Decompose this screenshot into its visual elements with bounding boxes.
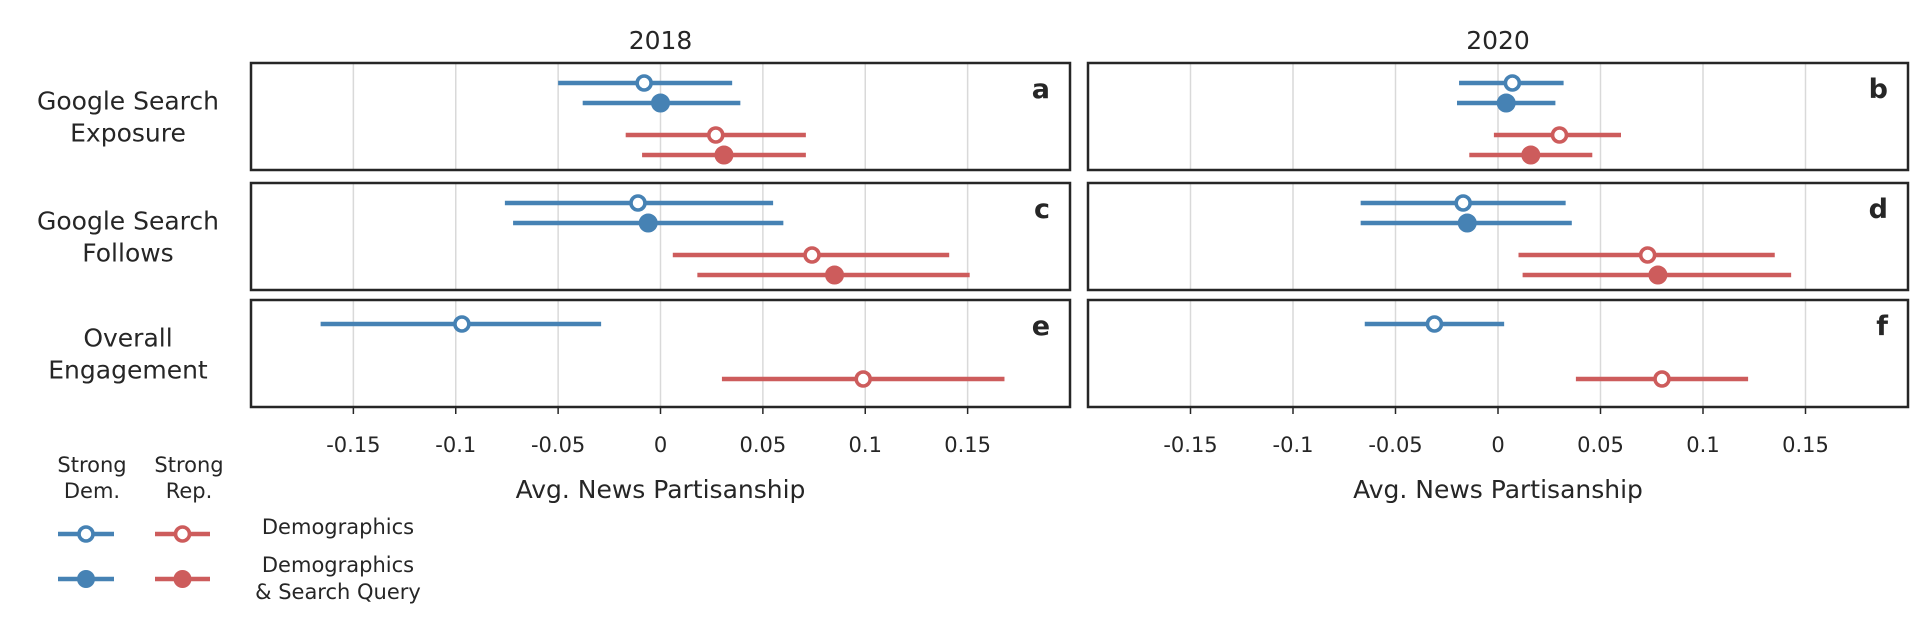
x-axis-label: Avg. News Partisanship — [1353, 475, 1643, 504]
point-rep-demographics — [854, 370, 873, 388]
legend-header: Dem. — [64, 479, 120, 503]
x-tick-label: 0.05 — [1577, 433, 1624, 457]
point-dem-demographics — [1454, 194, 1472, 212]
column-title-2020: 2020 — [1466, 26, 1530, 55]
x-tick-label: 0.15 — [1782, 433, 1829, 457]
x-tick-label: -0.15 — [1163, 433, 1217, 457]
legend-label: Demographics — [262, 515, 414, 539]
x-tick-label: -0.05 — [1368, 433, 1422, 457]
legend-header: Rep. — [166, 479, 213, 503]
panel-frame — [249, 61, 1072, 172]
x-tick-label: -0.15 — [326, 433, 380, 457]
point-rep-demographics — [706, 126, 725, 144]
row-label: Follows — [82, 239, 173, 268]
panel-letter: c — [1034, 194, 1050, 225]
x-tick-label: 0.15 — [944, 433, 991, 457]
x-tick-label: 0 — [1491, 433, 1504, 457]
panel-letter: e — [1032, 311, 1050, 342]
x-tick-label: 0.1 — [1686, 433, 1719, 457]
row-label: Google Search — [37, 87, 219, 116]
point-rep-search — [1521, 145, 1541, 165]
legend-marker-dem-demographics — [77, 525, 95, 543]
point-rep-search — [1648, 265, 1668, 285]
point-dem-search — [638, 213, 658, 233]
row-label: Google Search — [37, 207, 219, 236]
point-dem-demographics — [1503, 74, 1522, 92]
point-rep-demographics — [1638, 246, 1657, 264]
panel-letter: a — [1032, 74, 1050, 105]
legend-label: & Search Query — [255, 580, 421, 604]
x-tick-label: 0.1 — [849, 433, 882, 457]
point-dem-demographics — [1425, 315, 1444, 333]
x-axis-label: Avg. News Partisanship — [516, 475, 806, 504]
point-rep-demographics — [803, 246, 821, 264]
legend-header: Strong — [57, 453, 126, 477]
x-tick-label: 0.05 — [739, 433, 786, 457]
panel-frame — [1086, 61, 1910, 172]
column-title-2018: 2018 — [629, 26, 693, 55]
legend-marker-dem-search — [77, 570, 95, 588]
x-tick-label: -0.1 — [435, 433, 476, 457]
point-rep-demographics — [1653, 370, 1671, 388]
panel-letter: f — [1876, 311, 1888, 342]
point-dem-search — [1457, 213, 1477, 233]
panel-frame — [1086, 181, 1910, 292]
x-tick-label: -0.1 — [1273, 433, 1314, 457]
x-tick-label: 0 — [654, 433, 667, 457]
panel-letter: b — [1869, 74, 1888, 105]
row-label: Overall — [83, 324, 172, 353]
legend-label: Demographics — [262, 553, 414, 577]
row-label: Engagement — [48, 356, 208, 385]
legend-marker-rep-demographics — [173, 525, 192, 543]
point-dem-search — [1496, 93, 1516, 113]
panel-letter: d — [1869, 194, 1888, 225]
row-label: Exposure — [70, 119, 186, 148]
point-dem-demographics — [629, 194, 647, 212]
x-tick-label: -0.05 — [531, 433, 585, 457]
point-rep-demographics — [1550, 126, 1569, 144]
point-dem-demographics — [453, 315, 471, 333]
point-dem-demographics — [635, 74, 653, 92]
point-rep-search — [714, 145, 734, 165]
panel-frame — [249, 181, 1072, 292]
point-dem-search — [651, 93, 670, 113]
legend-header: Strong — [154, 453, 223, 477]
legend-marker-rep-search — [173, 570, 192, 588]
point-rep-search — [825, 265, 845, 285]
